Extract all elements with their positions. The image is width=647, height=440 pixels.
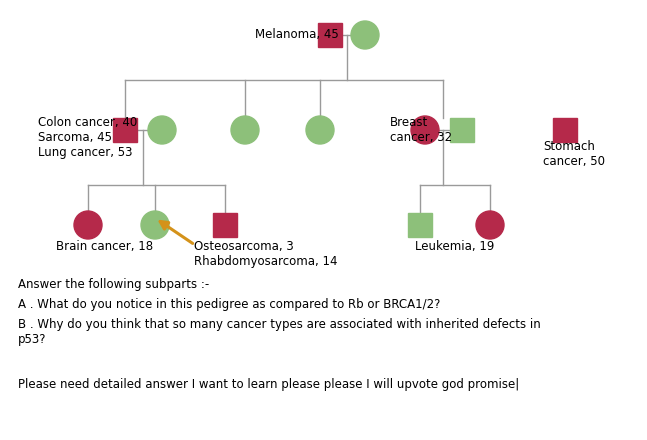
Bar	[553, 118, 577, 142]
Ellipse shape	[231, 116, 259, 144]
Bar	[213, 213, 237, 237]
Text: Stomach
cancer, 50: Stomach cancer, 50	[543, 140, 605, 168]
Text: Colon cancer, 40
Sarcoma, 45
Lung cancer, 53: Colon cancer, 40 Sarcoma, 45 Lung cancer…	[38, 116, 137, 159]
Ellipse shape	[351, 21, 379, 49]
Text: A . What do you notice in this pedigree as compared to Rb or BRCA1/2?: A . What do you notice in this pedigree …	[18, 298, 441, 311]
Text: Osteosarcoma, 3
Rhabdomyosarcoma, 14: Osteosarcoma, 3 Rhabdomyosarcoma, 14	[194, 240, 338, 268]
Ellipse shape	[306, 116, 334, 144]
Bar	[408, 213, 432, 237]
Text: Breast
cancer, 32: Breast cancer, 32	[390, 116, 452, 144]
Text: Melanoma, 45: Melanoma, 45	[255, 28, 339, 41]
Text: Leukemia, 19: Leukemia, 19	[415, 240, 494, 253]
Text: B . Why do you think that so many cancer types are associated with inherited def: B . Why do you think that so many cancer…	[18, 318, 541, 346]
Bar	[113, 118, 137, 142]
Bar	[318, 23, 342, 47]
Ellipse shape	[74, 211, 102, 239]
Text: Please need detailed answer I want to learn please please I will upvote god prom: Please need detailed answer I want to le…	[18, 378, 520, 391]
Text: Answer the following subparts :-: Answer the following subparts :-	[18, 278, 209, 291]
Ellipse shape	[141, 211, 169, 239]
Ellipse shape	[148, 116, 176, 144]
Ellipse shape	[476, 211, 504, 239]
Ellipse shape	[411, 116, 439, 144]
Bar	[450, 118, 474, 142]
Text: Brain cancer, 18: Brain cancer, 18	[56, 240, 153, 253]
